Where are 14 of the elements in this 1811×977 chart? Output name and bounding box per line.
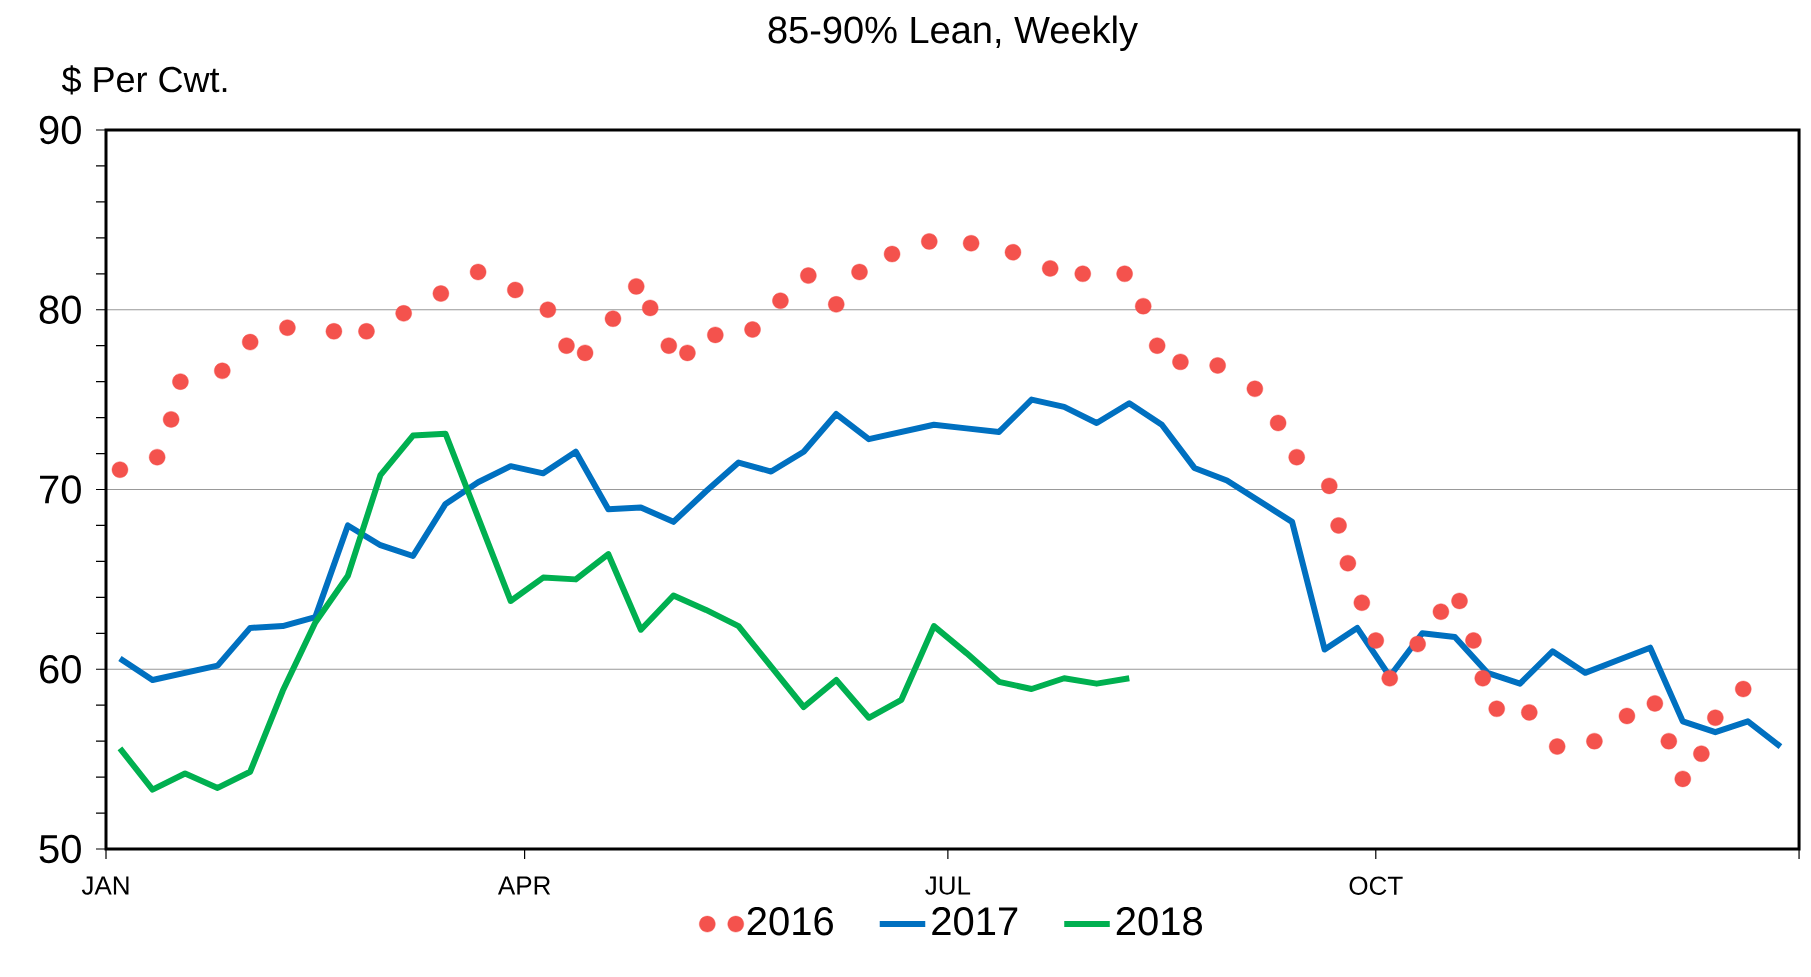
y-tick-label: 70 bbox=[40, 475, 81, 504]
y-tick-label: 90 bbox=[39, 115, 81, 145]
y-tick-label: 60 bbox=[40, 655, 81, 684]
legend-label: 2018 bbox=[1116, 907, 1202, 936]
y-axis-title: $ Per Cwt. bbox=[61, 65, 227, 95]
y-tick-label: 80 bbox=[39, 295, 81, 324]
y-tick-label: 50 bbox=[39, 834, 81, 864]
x-tick-label: APR bbox=[497, 876, 551, 895]
chart-title: 85-90% Lean, Weekly bbox=[768, 15, 1138, 51]
legend-label: 2017 bbox=[932, 907, 1018, 936]
x-tick-label: JUL bbox=[925, 876, 971, 895]
legend-label: 2016 bbox=[747, 907, 833, 936]
x-tick-label: JAN bbox=[81, 876, 129, 895]
x-tick-label: OCT bbox=[1349, 876, 1403, 895]
